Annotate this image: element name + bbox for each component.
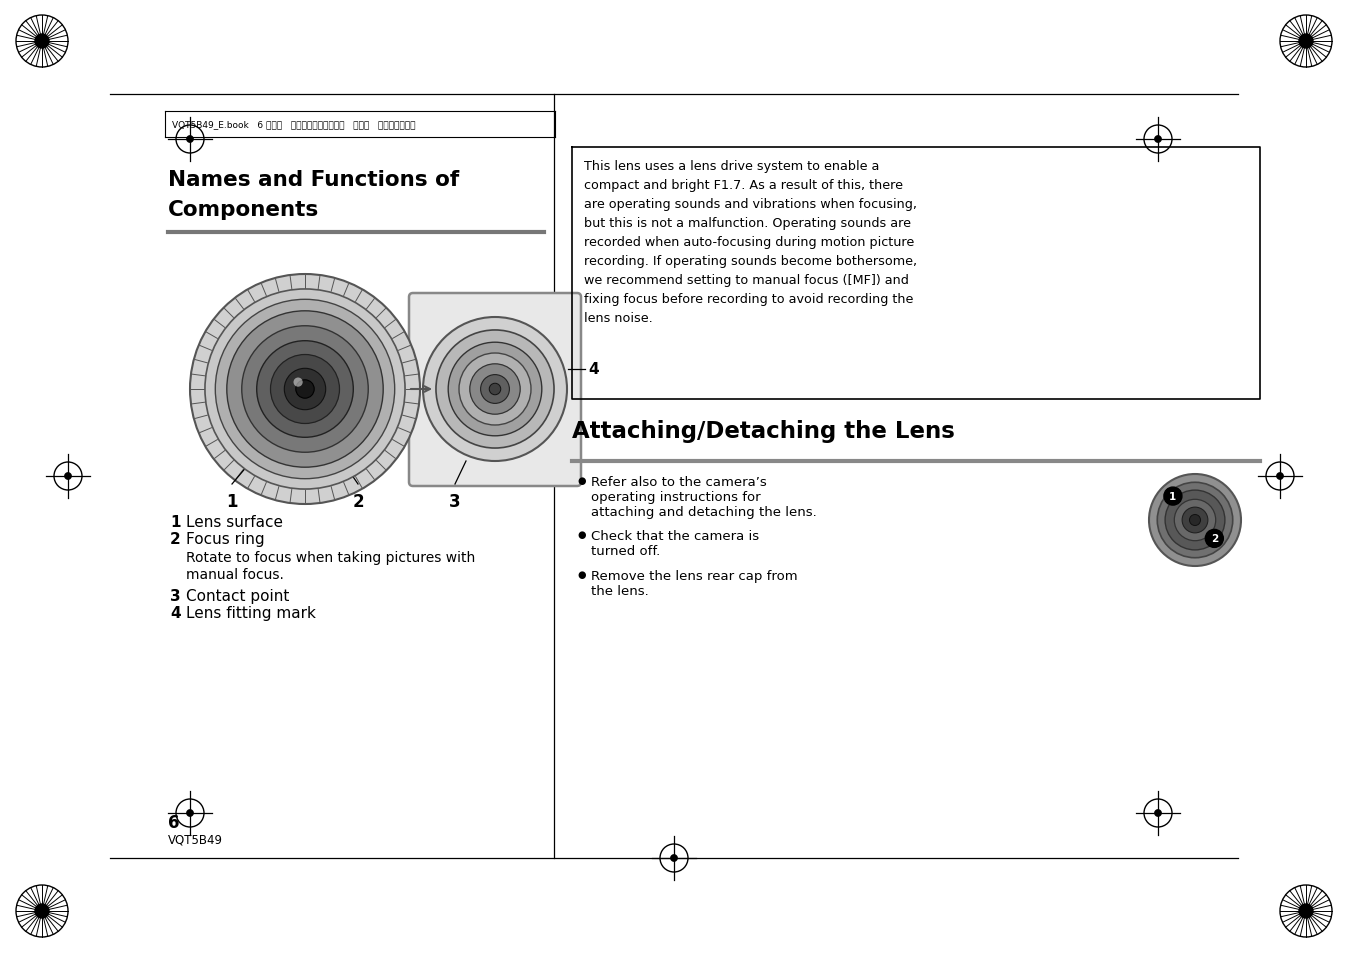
Circle shape [295, 380, 314, 398]
Text: 3: 3 [170, 588, 181, 603]
Circle shape [1154, 810, 1162, 817]
Text: Contact point: Contact point [186, 588, 290, 603]
Text: 1: 1 [226, 493, 237, 511]
Circle shape [1158, 483, 1232, 558]
Circle shape [1163, 488, 1182, 505]
Circle shape [423, 317, 568, 461]
Circle shape [1277, 473, 1283, 480]
Circle shape [481, 375, 510, 404]
Text: Lens surface: Lens surface [186, 515, 283, 530]
Text: Names and Functions of: Names and Functions of [168, 170, 460, 190]
Text: operating instructions for: operating instructions for [590, 491, 760, 503]
Circle shape [448, 343, 542, 436]
Circle shape [294, 378, 303, 387]
Circle shape [186, 810, 194, 817]
Circle shape [470, 364, 520, 415]
Circle shape [186, 136, 194, 143]
Text: 2: 2 [352, 493, 364, 511]
Text: 2: 2 [170, 532, 181, 546]
Text: Attaching/Detaching the Lens: Attaching/Detaching the Lens [572, 419, 954, 442]
Circle shape [216, 300, 395, 479]
Circle shape [1299, 35, 1313, 49]
Text: Lens fitting mark: Lens fitting mark [186, 605, 315, 620]
Circle shape [435, 331, 554, 449]
Text: Refer also to the camera’s: Refer also to the camera’s [590, 476, 767, 489]
Text: ●: ● [577, 476, 585, 485]
Circle shape [1205, 530, 1224, 548]
Text: 2: 2 [1211, 534, 1219, 544]
Text: Remove the lens rear cap from: Remove the lens rear cap from [590, 569, 798, 582]
Text: Check that the camera is: Check that the camera is [590, 530, 759, 542]
Circle shape [241, 327, 368, 453]
Text: Components: Components [168, 200, 319, 220]
Text: VQT5B49: VQT5B49 [168, 833, 222, 846]
FancyBboxPatch shape [408, 294, 581, 486]
Circle shape [670, 855, 678, 862]
Text: turned off.: turned off. [590, 544, 661, 558]
Text: attaching and detaching the lens.: attaching and detaching the lens. [590, 505, 817, 518]
Text: ●: ● [577, 569, 585, 579]
Text: the lens.: the lens. [590, 584, 648, 598]
Text: manual focus.: manual focus. [186, 567, 284, 581]
Circle shape [1165, 491, 1225, 550]
Circle shape [205, 290, 404, 490]
Circle shape [256, 341, 353, 437]
Circle shape [1174, 499, 1216, 541]
Circle shape [65, 473, 71, 480]
Circle shape [190, 274, 421, 504]
Circle shape [1299, 904, 1313, 918]
Circle shape [489, 384, 500, 395]
Text: 4: 4 [588, 362, 599, 377]
Text: 6: 6 [168, 813, 179, 831]
Text: Focus ring: Focus ring [186, 532, 264, 546]
Text: VQT5B49_E.book   6 ページ   ２０１３年５月３１日   金曜日   午後４時５４分: VQT5B49_E.book 6 ページ ２０１３年５月３１日 金曜日 午後４時… [173, 120, 415, 130]
Text: This lens uses a lens drive system to enable a
compact and bright F1.7. As a res: This lens uses a lens drive system to en… [584, 160, 917, 325]
Circle shape [284, 369, 326, 411]
Text: 1: 1 [1169, 492, 1177, 501]
Circle shape [35, 35, 49, 49]
Text: Rotate to focus when taking pictures with: Rotate to focus when taking pictures wit… [186, 551, 476, 564]
Circle shape [1189, 515, 1201, 526]
Text: ●: ● [577, 530, 585, 539]
Circle shape [1154, 136, 1162, 143]
Circle shape [226, 312, 383, 468]
Circle shape [460, 354, 531, 426]
Circle shape [271, 355, 340, 424]
Text: 3: 3 [449, 493, 461, 511]
Circle shape [1182, 508, 1208, 534]
Text: 1: 1 [170, 515, 181, 530]
Circle shape [35, 904, 49, 918]
Text: 4: 4 [170, 605, 181, 620]
Circle shape [1148, 475, 1242, 566]
